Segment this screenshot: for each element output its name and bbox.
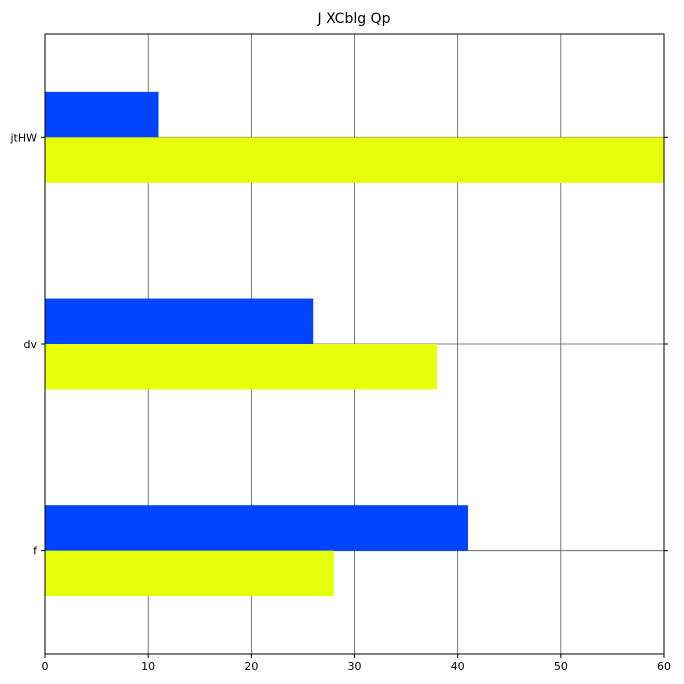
axis-ticks: 0 10 20 30 40 50 60 jtHW dv f	[9, 131, 671, 673]
chart-title: J XCblg Qp	[317, 11, 391, 27]
bar-series-1-f	[45, 505, 468, 551]
bar-series-1-dv	[45, 298, 314, 344]
bar-series-2-jtHW	[45, 137, 664, 183]
bar-series-2-dv	[45, 344, 438, 390]
x-tick-label: 40	[451, 660, 465, 673]
x-tick-label: 10	[141, 660, 155, 673]
x-tick-label: 60	[657, 660, 671, 673]
bars	[45, 91, 664, 597]
x-tick-label: 50	[554, 660, 568, 673]
category-label: f	[33, 545, 38, 558]
x-tick-label: 30	[348, 660, 362, 673]
x-tick-label: 0	[42, 660, 49, 673]
bar-series-1-jtHW	[45, 91, 159, 138]
category-label: dv	[24, 338, 38, 351]
bar-series-2-f	[45, 550, 334, 597]
category-label: jtHW	[9, 131, 37, 144]
x-tick-label: 20	[244, 660, 258, 673]
